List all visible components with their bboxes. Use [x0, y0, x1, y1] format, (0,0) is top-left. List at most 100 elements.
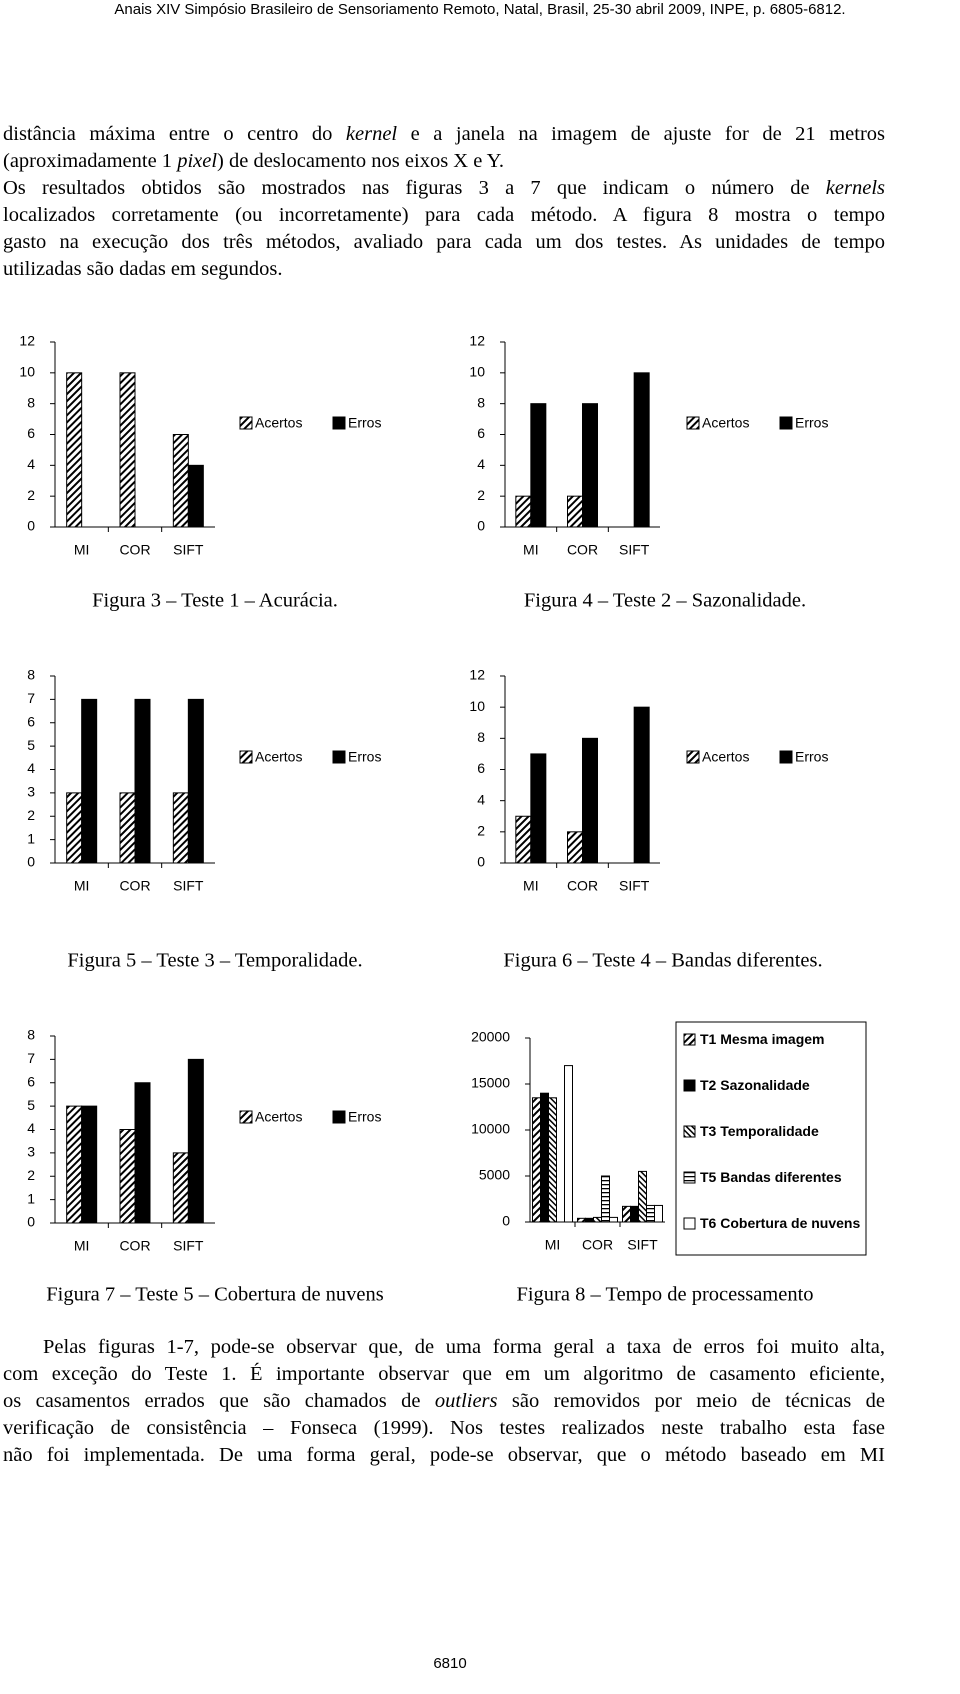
- x-tick-label: COR: [119, 878, 150, 894]
- legend-swatch: [239, 416, 253, 430]
- x-tick-label: COR: [119, 1238, 150, 1254]
- y-tick-label: 12: [469, 333, 485, 349]
- y-tick-label: 0: [27, 1214, 35, 1230]
- text-line: distância máxima entre o centro do kerne…: [3, 121, 885, 148]
- text-run: gasto na execução dos três métodos, aval…: [3, 231, 885, 253]
- bar: [172, 1152, 189, 1224]
- legend-swatch: [332, 1110, 346, 1124]
- header: Anais XIV Simpósio Brasileiro de Sensori…: [114, 1, 846, 18]
- bar: [119, 792, 136, 864]
- text-line: (aproximadamente 1 pixel) de deslocament…: [3, 148, 885, 175]
- y-tick-label: 8: [27, 394, 35, 410]
- bar: [515, 495, 532, 528]
- x-tick-label: SIFT: [627, 1237, 658, 1253]
- legend-swatch: [683, 1171, 696, 1184]
- y-tick-label: 10: [469, 698, 485, 714]
- y-tick-label: 12: [469, 667, 485, 683]
- bar: [81, 698, 98, 864]
- legend-label: Acertos: [255, 415, 302, 431]
- legend-label: T6 Cobertura de nuvens: [700, 1215, 861, 1231]
- text-run: localizados corretamente (ou incorretame…: [3, 204, 885, 226]
- legend-swatch: [686, 750, 700, 764]
- y-tick-label: 4: [477, 791, 485, 807]
- y-tick-label: 6: [477, 425, 485, 441]
- legend-label: T3 Temporalidade: [700, 1123, 819, 1139]
- text-run: outliers: [434, 1390, 498, 1412]
- y-tick-label: 8: [477, 394, 485, 410]
- x-tick-label: SIFT: [619, 542, 650, 558]
- text-line: utilizadas são dadas em segundos.: [3, 256, 885, 283]
- y-tick-label: 3: [27, 784, 35, 800]
- x-tick-label: MI: [74, 1238, 90, 1254]
- text-run: distância máxima entre o centro do: [3, 123, 346, 145]
- y-tick-label: 2: [27, 807, 35, 823]
- legend-label: Erros: [795, 415, 828, 431]
- y-tick-label: 15000: [471, 1075, 510, 1091]
- bar: [630, 1205, 639, 1223]
- y-tick-label: 2: [27, 487, 35, 503]
- text-run: os casamentos errados que são chamados d…: [3, 1390, 435, 1412]
- text-line: localizados corretamente (ou incorretame…: [3, 202, 885, 229]
- x-tick-label: MI: [74, 878, 90, 894]
- text-run: kernels: [825, 177, 885, 199]
- bar: [577, 1217, 586, 1223]
- bar: [582, 403, 598, 528]
- text-run: (aproximadamente 1: [3, 150, 178, 172]
- bar: [187, 698, 204, 864]
- y-tick-label: 0: [502, 1213, 510, 1229]
- bar: [172, 792, 189, 864]
- x-tick-label: SIFT: [173, 1238, 204, 1254]
- text-line: gasto na execução dos três métodos, aval…: [3, 229, 885, 256]
- text-line: Os resultados obtidos são mostrados nas …: [3, 175, 885, 202]
- bar: [187, 464, 204, 528]
- y-tick-label: 1: [27, 830, 35, 846]
- bar: [633, 372, 650, 528]
- bar: [515, 815, 532, 864]
- bar: [646, 1204, 655, 1223]
- x-tick-label: MI: [545, 1237, 561, 1253]
- y-tick-label: 8: [477, 729, 485, 745]
- legend-label: Erros: [348, 415, 381, 431]
- bar: [530, 753, 547, 864]
- bar: [638, 1170, 647, 1223]
- y-tick-label: 1: [27, 1190, 35, 1206]
- bar: [530, 403, 547, 528]
- y-tick-label: 10000: [471, 1121, 510, 1137]
- legend-label: Erros: [348, 749, 381, 765]
- y-tick-label: 2: [477, 487, 485, 503]
- bar: [564, 1065, 573, 1223]
- bar: [66, 1105, 83, 1224]
- x-tick-label: MI: [74, 542, 90, 558]
- x-tick-label: MI: [523, 542, 539, 558]
- legend-label: Acertos: [255, 749, 302, 765]
- figure-caption: Figura 3 – Teste 1 – Acurácia.: [92, 590, 338, 612]
- legend-label: T2 Sazonalidade: [700, 1077, 810, 1093]
- text-run: não foi implementada. De uma forma geral…: [3, 1444, 885, 1466]
- legend-swatch: [332, 750, 346, 764]
- bar: [66, 792, 83, 864]
- y-tick-label: 0: [477, 854, 485, 870]
- legend-swatch: [683, 1079, 696, 1092]
- text-run: e a janela na imagem de ajuste for de 21…: [397, 123, 885, 145]
- x-tick-label: SIFT: [173, 542, 204, 558]
- bar: [119, 1129, 136, 1224]
- legend-swatch: [239, 1110, 253, 1124]
- figure-caption: Figura 4 – Teste 2 – Sazonalidade.: [524, 590, 806, 612]
- bar: [540, 1092, 549, 1223]
- legend-swatch: [779, 750, 793, 764]
- legend-box: [675, 1021, 867, 1256]
- y-tick-label: 8: [27, 667, 35, 683]
- bar: [81, 1105, 98, 1224]
- figure-caption: Figura 8 – Tempo de processamento: [516, 1284, 813, 1306]
- text-run: são removidos por meio de técnicas de: [497, 1390, 886, 1412]
- y-tick-label: 6: [27, 425, 35, 441]
- legend-label: Acertos: [702, 749, 749, 765]
- legend-label: Erros: [348, 1109, 381, 1125]
- x-tick-label: COR: [582, 1237, 613, 1253]
- bar: [119, 372, 136, 528]
- x-tick-label: COR: [567, 878, 598, 894]
- bar: [622, 1205, 631, 1223]
- bar: [654, 1204, 663, 1223]
- y-tick-label: 6: [477, 760, 485, 776]
- x-tick-label: COR: [567, 542, 598, 558]
